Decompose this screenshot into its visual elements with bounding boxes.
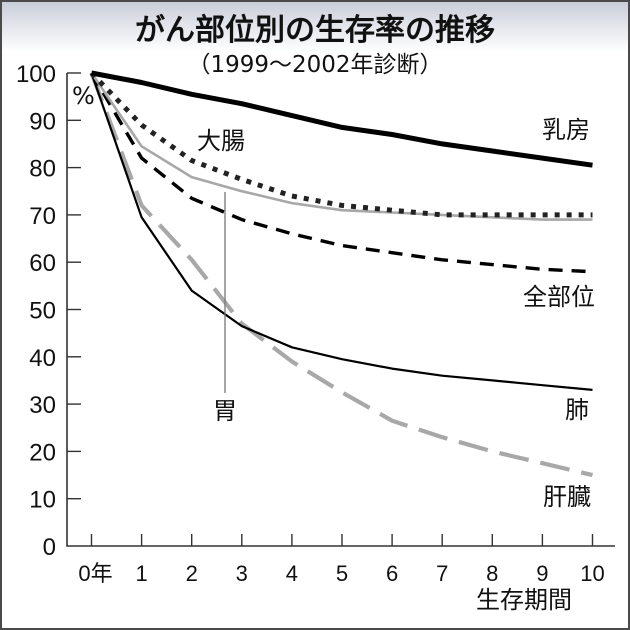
y-tick-label: 30 — [29, 392, 56, 419]
series-lines — [89, 70, 593, 478]
axis-lines — [66, 73, 615, 547]
x-tick-label: 9 — [536, 561, 548, 586]
y-axis-ticks: 0 10 20 30 40 50 60 70 80 90 100 — [16, 61, 81, 561]
y-tick-label: 0 — [43, 534, 56, 561]
series-line-乳房 — [91, 70, 593, 168]
x-axis-ticks: 0年 1 2 3 4 5 6 7 8 9 10 — [78, 534, 605, 586]
series-line-肺 — [90, 72, 593, 391]
x-tick-label: 6 — [386, 561, 398, 586]
y-tick-label: 50 — [29, 298, 56, 325]
label-breast: 乳房 — [542, 116, 590, 144]
label-all-sites: 全部位 — [523, 283, 595, 311]
x-tick-label: 2 — [186, 561, 198, 586]
y-tick-label: 100 — [16, 61, 56, 88]
x-tick-label: 1 — [135, 561, 147, 586]
x-tick-label: 10 — [580, 561, 604, 586]
x-tick-label: 5 — [336, 561, 348, 586]
x-tick-label: 8 — [486, 561, 498, 586]
y-tick-label: 10 — [29, 487, 56, 514]
label-lung: 肺 — [565, 396, 589, 424]
y-unit-label: % — [72, 82, 95, 110]
y-tick-label: 60 — [29, 250, 56, 277]
x-axis-title: 生存期間 — [476, 586, 572, 614]
y-tick-label: 90 — [29, 108, 56, 135]
x-tick-label: 7 — [436, 561, 448, 586]
chart-title: がん部位別の生存率の推移 — [135, 13, 495, 48]
series-line-肝臓 — [89, 72, 593, 478]
axes: 0 10 20 30 40 50 60 70 80 90 100 0年 1 2 3 4 5 6 7 8 9 10 — [16, 61, 615, 586]
y-tick-label: 80 — [29, 156, 56, 183]
label-stomach: 胃 — [213, 397, 237, 425]
chart-subtitle: （1999～2002年診断） — [187, 52, 442, 78]
y-tick-label: 40 — [29, 345, 56, 372]
series-line-胃 — [90, 72, 593, 221]
y-tick-label: 70 — [29, 203, 56, 230]
series-line-大腸 — [89, 71, 593, 218]
header-band — [2, 2, 628, 52]
x-tick-label: 4 — [286, 561, 298, 586]
label-colon: 大腸 — [197, 127, 245, 155]
x-tick-label: 0年 — [78, 561, 112, 586]
x-tick-label: 3 — [236, 561, 248, 586]
label-liver: 肝臓 — [543, 483, 591, 511]
series-line-全部位 — [90, 72, 593, 274]
y-tick-label: 20 — [29, 439, 56, 466]
